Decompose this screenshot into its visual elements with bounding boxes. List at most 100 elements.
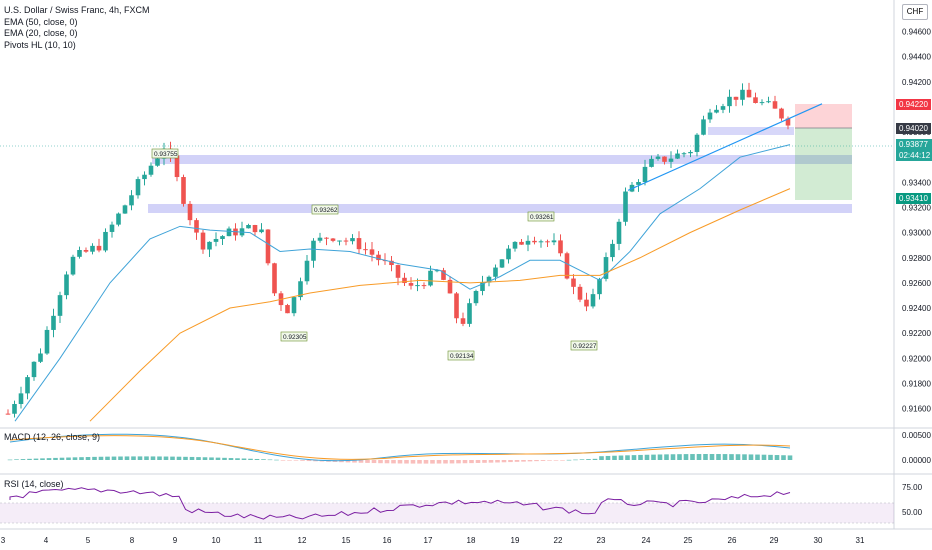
pivot-label: 0.92305 (283, 334, 307, 341)
candle-body (330, 238, 336, 241)
macd-histogram-bar (644, 454, 650, 460)
macd-histogram-bar (781, 455, 786, 460)
candle-body (441, 270, 446, 280)
candle-body (688, 151, 693, 154)
price-axis-label: 0.92600 (902, 279, 931, 288)
pivot-label-box (570, 340, 598, 351)
candle-body (83, 250, 89, 252)
time-axis-label: 4 (44, 536, 49, 545)
candle-body (785, 118, 791, 126)
candle-body (759, 102, 765, 104)
macd-label[interactable]: MACD (12, 26, close, 9) (4, 432, 101, 442)
candle-body (727, 96, 732, 107)
macd-histogram-bar (683, 454, 689, 460)
price-axis-label: 0.92000 (902, 354, 931, 363)
candle-body (714, 109, 719, 113)
candle-body (31, 361, 37, 378)
candle-body (434, 270, 440, 272)
macd-histogram-bar (7, 459, 13, 461)
time-axis-label: 30 (814, 536, 823, 545)
candle-body (142, 174, 147, 180)
macd-histogram-bar (124, 456, 130, 460)
candle-body (766, 101, 771, 103)
candle-body (129, 195, 134, 206)
macd-histogram-bar (579, 459, 585, 460)
candle-body (5, 413, 11, 415)
candle-body (207, 241, 212, 250)
candle-body (174, 155, 180, 178)
macd-histogram-bar (306, 460, 312, 462)
candle-body (694, 134, 700, 152)
macd-histogram-bar (163, 456, 169, 460)
macd-histogram-bar (40, 458, 45, 460)
pivots-legend[interactable]: Pivots HL (10, 10) (4, 39, 76, 50)
candle-body (103, 231, 108, 251)
time-axis-label: 8 (130, 536, 135, 545)
macd-histogram-bar (768, 454, 773, 460)
ema50-legend[interactable]: EMA (50, close, 0) (4, 16, 78, 27)
macd-histogram-bar (527, 460, 533, 462)
candle-body (564, 253, 570, 279)
macd-histogram-bar (144, 456, 149, 460)
candle-body (402, 277, 407, 284)
symbol-title[interactable]: U.S. Dollar / Swiss Franc, 4h, FXCM (4, 5, 150, 15)
pivot-label: 0.93755 (154, 151, 178, 158)
bar-countdown: 02:44:12 (899, 151, 931, 160)
macd-histogram-bar (449, 460, 455, 464)
price-axis-label: 0.94400 (902, 53, 931, 62)
time-axis-label: 29 (770, 536, 779, 545)
candle-body (337, 240, 342, 242)
candle-body (649, 158, 654, 167)
macd-histogram-bar (462, 460, 468, 464)
currency-badge[interactable]: CHF (902, 4, 928, 20)
rsi-label[interactable]: RSI (14, close) (4, 479, 64, 489)
macd-histogram-bar (475, 460, 481, 463)
candle-body (545, 241, 550, 243)
candle-body (512, 241, 518, 249)
candle-body (636, 181, 641, 185)
macd-axis-label: 0.00500 (902, 431, 931, 440)
price-axis-label: 0.94600 (902, 28, 931, 37)
candle-body (460, 318, 466, 324)
time-axis-label: 9 (173, 536, 178, 545)
candle-body (187, 203, 193, 221)
candle-body (746, 89, 752, 98)
macd-histogram-bar (215, 457, 221, 460)
macd-histogram-bar (709, 454, 715, 460)
candle-body (642, 166, 648, 182)
price-axis-label: 0.93400 (902, 178, 931, 187)
macd-histogram-bar (111, 456, 117, 460)
candle-body (538, 241, 544, 243)
time-axis-label: 11 (254, 536, 263, 545)
time-axis-label: 19 (511, 536, 520, 545)
macd-histogram-bar (345, 460, 351, 463)
candle-body (135, 179, 141, 196)
macd-histogram-bar (254, 458, 260, 460)
candle-body (44, 329, 50, 354)
price-axis-label: 0.91600 (902, 405, 931, 414)
macd-histogram-bar (618, 455, 624, 460)
macd-histogram-bar (59, 457, 65, 460)
macd-histogram-bar (508, 460, 513, 463)
ema20-legend[interactable]: EMA (20, close, 0) (4, 28, 78, 38)
macd-histogram-bar (677, 454, 682, 460)
pivot-label-box (280, 331, 308, 342)
candle-body (571, 278, 576, 287)
macd-histogram-bar (664, 454, 669, 460)
macd-histogram-bar (92, 456, 97, 460)
time-axis-label: 23 (597, 536, 606, 545)
macd-histogram-bar (612, 455, 617, 460)
candle-body (415, 285, 420, 287)
candle-body (577, 286, 583, 300)
macd-histogram-bar (202, 457, 208, 460)
macd-histogram-bar (300, 460, 305, 461)
price-axis-label: 0.92200 (902, 329, 931, 338)
price-tag-red: 0.94220 (896, 99, 931, 110)
macd-histogram-bar (53, 457, 58, 460)
candle-body (324, 237, 329, 239)
time-axis-label: 25 (684, 536, 693, 545)
time-axis-label: 22 (554, 536, 563, 545)
candle-body (77, 250, 82, 257)
candle-body (675, 153, 680, 159)
